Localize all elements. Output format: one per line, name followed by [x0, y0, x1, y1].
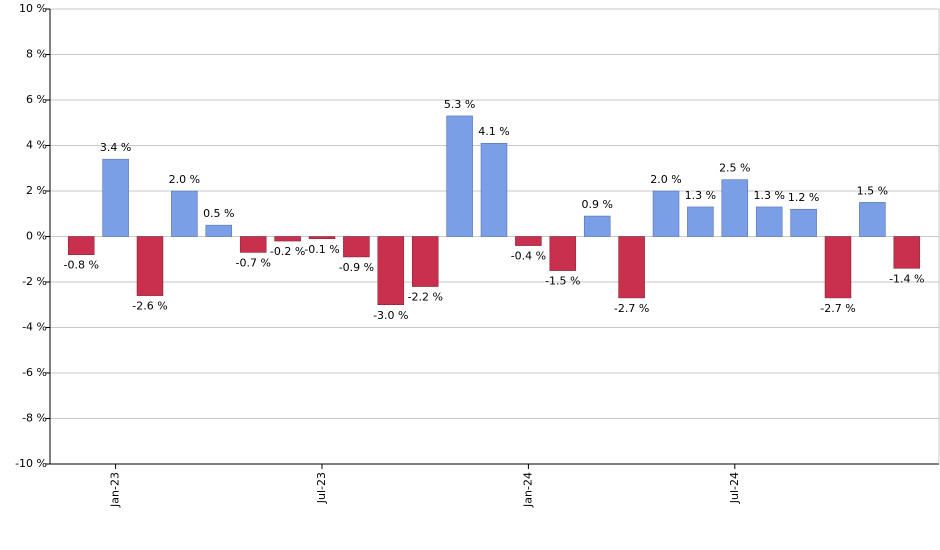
value-label: -2.7 % — [820, 302, 855, 315]
x-tick-label: Jul-24 — [728, 472, 741, 504]
bar — [343, 236, 370, 258]
value-label: -0.2 % — [270, 245, 305, 258]
bar — [859, 202, 886, 237]
bar — [549, 236, 577, 271]
bar — [515, 236, 542, 246]
bar — [377, 236, 405, 305]
y-tick-label: -2 % — [22, 275, 47, 288]
value-label: -0.4 % — [511, 250, 546, 263]
x-tick-label: Jul-23 — [315, 472, 328, 504]
bar — [755, 206, 783, 237]
bar — [446, 115, 473, 237]
y-tick-label: -4 % — [22, 321, 47, 334]
y-tick-label: 10 % — [19, 2, 47, 15]
value-label: -2.7 % — [614, 302, 649, 315]
bar — [67, 236, 95, 255]
bar — [480, 142, 508, 237]
y-tick-label: 6 % — [26, 93, 47, 106]
y-tick-label: 4 % — [26, 139, 47, 152]
value-label: -2.2 % — [407, 291, 442, 304]
value-label: 4.1 % — [478, 125, 509, 138]
y-tick-label: 2 % — [26, 184, 47, 197]
y-tick-label: -6 % — [22, 366, 47, 379]
y-tick-label: -8 % — [22, 412, 47, 425]
x-tick-label: Jan-23 — [109, 472, 122, 508]
value-label: 2.5 % — [719, 162, 750, 175]
value-label: -0.7 % — [235, 256, 270, 269]
bar — [652, 190, 680, 237]
x-tick-label: Jan-24 — [521, 472, 534, 508]
bar — [790, 208, 817, 237]
y-tick-label: -10 % — [15, 457, 47, 470]
bar — [274, 236, 301, 242]
value-label: 1.3 % — [685, 189, 716, 202]
bar — [824, 236, 852, 299]
bar — [205, 224, 233, 237]
value-label: 1.5 % — [857, 184, 888, 197]
value-label: -1.4 % — [889, 272, 924, 285]
bar — [721, 179, 749, 237]
bar — [618, 236, 645, 299]
bar — [687, 206, 714, 237]
bar — [136, 236, 164, 296]
value-label: 1.2 % — [788, 191, 819, 204]
value-label: 0.5 % — [203, 207, 234, 220]
value-label: 2.0 % — [650, 173, 681, 186]
y-tick-label: 8 % — [26, 48, 47, 61]
value-label: 2.0 % — [169, 173, 200, 186]
value-label: 1.3 % — [753, 189, 784, 202]
value-label: 0.9 % — [581, 198, 612, 211]
value-label: -0.8 % — [63, 259, 98, 272]
bar — [893, 236, 921, 269]
value-label: 5.3 % — [444, 98, 475, 111]
value-label: -0.9 % — [339, 261, 374, 274]
bar — [171, 190, 198, 237]
value-label: -3.0 % — [373, 309, 408, 322]
bar — [308, 236, 336, 240]
y-tick-label: 0 % — [26, 230, 47, 243]
value-label: 3.4 % — [100, 141, 131, 154]
bar — [583, 215, 611, 237]
bar — [239, 236, 267, 253]
value-label: -0.1 % — [304, 243, 339, 256]
value-label: -2.6 % — [132, 300, 167, 313]
value-label: -1.5 % — [545, 275, 580, 288]
bar — [102, 158, 129, 237]
bar — [411, 236, 439, 287]
